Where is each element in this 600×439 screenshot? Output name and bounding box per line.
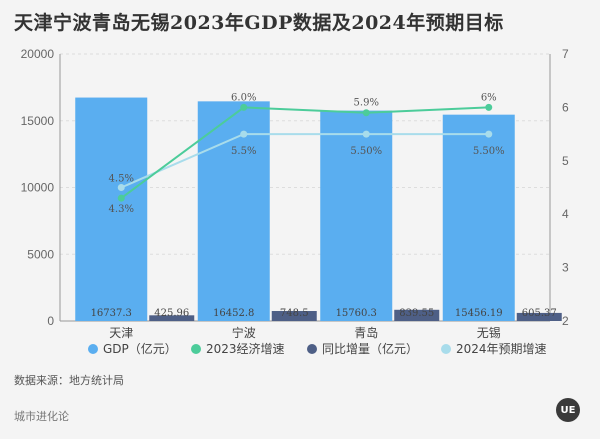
y-left-tick-label: 5000 — [27, 247, 54, 261]
line-point-label: 5.50% — [473, 146, 505, 157]
line-point — [362, 109, 370, 117]
axes: 0 5000 10000 15000 20000 2 3 4 5 6 7 天津 宁波 青岛 无锡 — [21, 47, 569, 340]
bars — [75, 97, 562, 322]
y-left-tick-label: 15000 — [21, 114, 55, 128]
line-point — [240, 130, 248, 138]
bar-increase — [394, 309, 440, 321]
series-lines — [117, 103, 493, 202]
bar-increase — [271, 311, 317, 321]
y-right-tick-label: 7 — [562, 47, 569, 61]
legend: GDP（亿元） 2023经济增速 同比增量（亿元） 2024年预期增速 — [88, 341, 547, 356]
data-source: 数据来源：地方统计局 — [14, 374, 124, 387]
line-series — [120, 133, 489, 189]
legend-marker — [88, 344, 98, 354]
y-right-tick-label: 5 — [562, 154, 569, 168]
chart-title: 天津宁波青岛无锡2023年GDP数据及2024年预期目标 — [14, 12, 504, 34]
line-point-label: 4.3% — [109, 204, 134, 215]
bar-gdp-label: 15456.19 — [455, 308, 503, 319]
x-tick-label: 无锡 — [477, 325, 501, 340]
bar-gdp-label: 16452.8 — [213, 308, 254, 319]
legend-label: GDP（亿元） — [103, 341, 177, 356]
bar-increase — [149, 315, 195, 321]
brand-name: 城市进化论 — [14, 410, 69, 423]
y-right-tick-label: 6 — [562, 100, 569, 114]
bar-gdp-label: 16737.3 — [91, 308, 132, 319]
line-point — [117, 184, 125, 191]
line-point — [485, 103, 493, 111]
x-tick-label: 青岛 — [354, 325, 378, 340]
x-tick-label: 宁波 — [232, 325, 256, 340]
legend-label: 2024年预期增速 — [456, 342, 547, 356]
y-left-tick-label: 0 — [47, 314, 54, 328]
legend-marker — [307, 344, 317, 354]
x-tick-label: 天津 — [109, 326, 133, 340]
legend-label: 2023经济增速 — [206, 341, 285, 356]
bar-increase — [516, 312, 562, 321]
line-point — [362, 130, 370, 138]
bar-increase-label: 839.55 — [399, 308, 434, 319]
bar-increase-label: 605.37 — [522, 308, 557, 319]
line-series — [120, 106, 489, 199]
line-point — [117, 194, 125, 202]
line-point — [485, 130, 493, 138]
bar-gdp — [75, 97, 148, 322]
bar-increase-label: 425.96 — [154, 308, 189, 319]
y-right-tick-label: 2 — [562, 314, 569, 328]
y-left-tick-label: 10000 — [21, 181, 55, 195]
bar-gdp — [320, 110, 393, 321]
line-point-label: 4.5% — [109, 174, 134, 185]
line-point-label: 5.50% — [350, 146, 382, 157]
y-right-tick-label: 4 — [562, 207, 569, 221]
line-point-label: 6.0% — [231, 92, 256, 103]
line-point-label: 5.5% — [231, 146, 256, 157]
data-labels: 16737.3 425.96 16452.8 748.5 15760.3 839.55 15… — [91, 92, 557, 319]
bar-gdp-label: 15760.3 — [336, 308, 377, 319]
legend-label: 同比增量（亿元） — [322, 341, 418, 356]
line-point-label: 5.9% — [354, 98, 379, 109]
y-left-tick-label: 20000 — [21, 47, 55, 61]
line-point-label: 6% — [481, 92, 497, 103]
y-right-tick-label: 3 — [562, 261, 569, 275]
bar-gdp — [442, 114, 515, 321]
bar-increase-label: 748.5 — [280, 308, 309, 319]
brand-logo: UE — [556, 398, 580, 422]
legend-marker — [191, 344, 201, 354]
line-point — [240, 103, 248, 111]
legend-marker — [441, 344, 451, 354]
combo-chart: 0 5000 10000 15000 20000 2 3 4 5 6 7 天津 宁波 青岛 无锡 16737… — [21, 47, 569, 356]
